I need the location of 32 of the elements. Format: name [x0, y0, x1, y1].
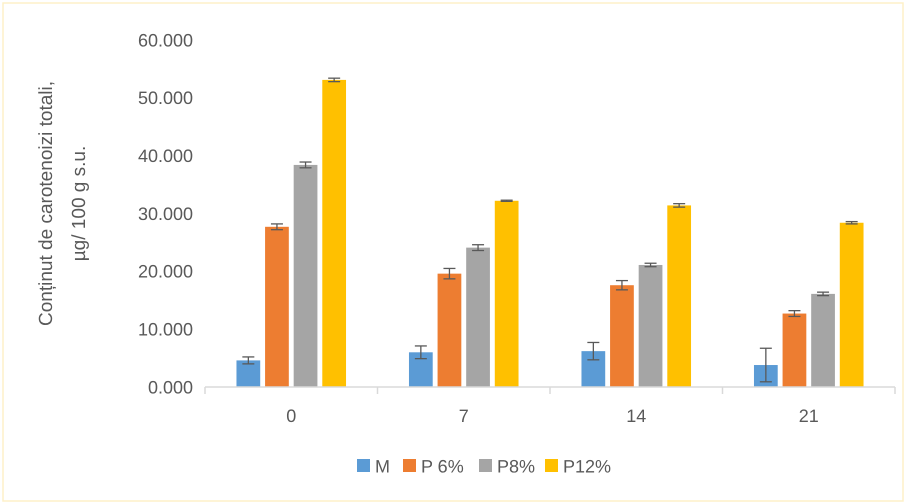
y-tick-label: 60.000 — [138, 30, 193, 50]
y-axis-title: Conținut de carotenoizi totali, µg/ 100 g s.u. — [36, 80, 90, 326]
bar — [811, 294, 835, 387]
y-tick-label: 30.000 — [138, 204, 193, 224]
bar — [581, 351, 606, 387]
bar — [322, 80, 346, 387]
bar — [265, 226, 289, 387]
bar — [236, 360, 260, 387]
bar — [408, 352, 433, 387]
bar — [782, 314, 806, 387]
x-tick-label: 0 — [286, 406, 296, 426]
legend-label: P8% — [497, 456, 536, 476]
bar — [667, 205, 692, 387]
bar — [840, 222, 864, 387]
x-tick-label: 21 — [798, 406, 819, 426]
y-tick-label: 20.000 — [138, 262, 193, 282]
x-tick-label: 7 — [458, 406, 469, 426]
bar — [438, 274, 462, 387]
legend-label: P12% — [563, 456, 612, 476]
legend-label: M — [375, 456, 390, 476]
bar — [638, 264, 662, 387]
bar — [466, 248, 490, 387]
legend-label: P 6% — [421, 456, 464, 476]
y-tick-label: 10.000 — [138, 319, 193, 340]
bar — [610, 285, 634, 387]
y-tick-label: 40.000 — [138, 146, 193, 166]
y-tick-label: 0.000 — [148, 377, 193, 398]
y-tick-label: 50.000 — [138, 88, 193, 108]
bar — [494, 200, 519, 387]
bar — [754, 365, 778, 387]
bar — [294, 164, 318, 387]
x-tick-label: 14 — [626, 406, 646, 426]
